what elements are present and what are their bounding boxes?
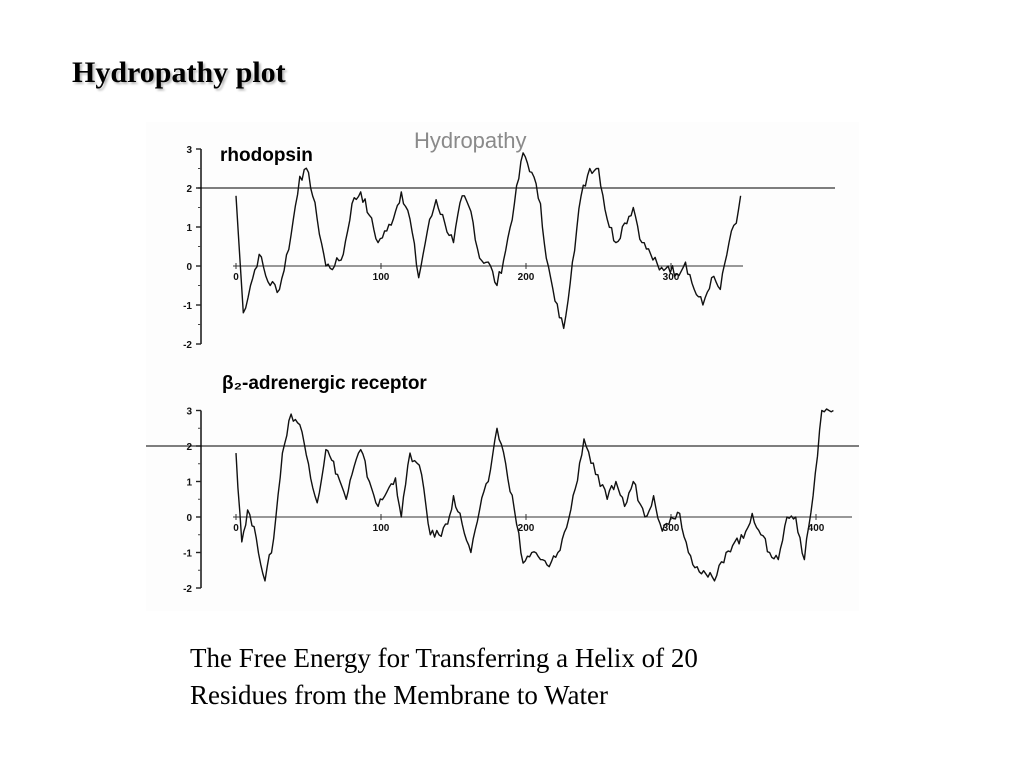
- y-tick-label: -2: [183, 584, 192, 595]
- y-tick-label: 2: [186, 184, 192, 195]
- x-tick-label: 200: [518, 523, 535, 534]
- x-tick-label: 0: [233, 523, 239, 534]
- y-tick-label: 1: [186, 223, 192, 234]
- panel-label-b2-adrenergic: β₂-adrenergic receptor: [222, 373, 427, 394]
- hydropathy-chart: Hydropathy rhodopsin β₂-adrenergic recep…: [118, 128, 886, 595]
- x-tick-label: 400: [808, 523, 825, 534]
- y-tick-label: -2: [183, 340, 192, 351]
- caption-line-2: Residues from the Membrane to Water: [190, 680, 608, 710]
- y-tick-label: -1: [183, 549, 192, 560]
- caption: The Free Energy for Transferring a Helix…: [190, 640, 910, 714]
- y-tick-label: 2: [186, 442, 192, 453]
- y-tick-label: 0: [186, 262, 192, 273]
- series-line: [235, 408, 834, 582]
- x-tick-label: 300: [663, 272, 680, 283]
- y-tick-label: 3: [186, 145, 192, 156]
- x-tick-label: 300: [663, 523, 680, 534]
- y-tick-label: 0: [186, 513, 192, 524]
- y-tick-label: 1: [186, 478, 192, 489]
- hydropathy-figure: Hydropathy rhodopsin β₂-adrenergic recep…: [118, 122, 886, 611]
- caption-line-1: The Free Energy for Transferring a Helix…: [190, 643, 698, 673]
- panel-rhodopsin: 3 2 1 0 -1 -2 0 100 200 300: [183, 145, 835, 351]
- series-line: [235, 152, 742, 330]
- y-tick-label: 3: [186, 407, 192, 418]
- x-tick-label: 100: [373, 272, 390, 283]
- x-tick-label: 200: [518, 272, 535, 283]
- chart-title-hydropathy: Hydropathy: [414, 128, 527, 153]
- y-tick-label: -1: [183, 301, 192, 312]
- x-tick-label: 0: [233, 272, 239, 283]
- x-tick-label: 100: [373, 523, 390, 534]
- panel-b2-adrenergic: 3 2 1 0 -1 -2 0 100 200 300 400: [118, 407, 886, 595]
- slide-title: Hydropathy plot: [72, 56, 286, 89]
- panel-label-rhodopsin: rhodopsin: [220, 145, 313, 166]
